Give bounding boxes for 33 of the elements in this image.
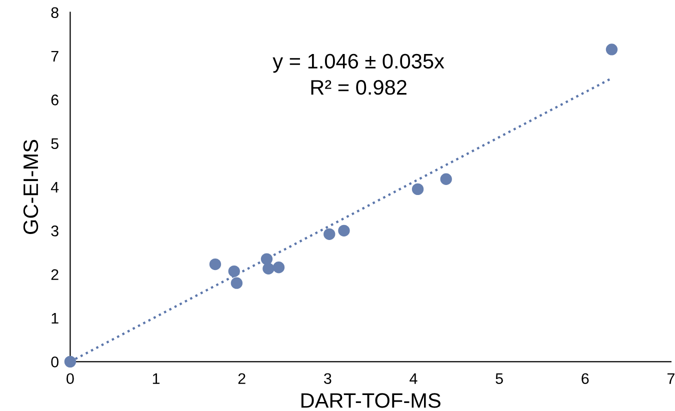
point <box>440 173 452 185</box>
y-tick-label: 6 <box>51 94 58 106</box>
y-tick-label: 5 <box>51 138 58 150</box>
y-tick-label: 0 <box>51 356 58 368</box>
y-tick-label: 1 <box>52 313 58 324</box>
x-tick-label: 3 <box>324 373 332 384</box>
point <box>262 262 274 275</box>
point <box>230 277 243 289</box>
y-tick-label: 3 <box>51 226 58 236</box>
y-tick-label: 4 <box>50 182 59 193</box>
point <box>228 265 240 278</box>
x-tick-label: 0 <box>66 373 74 384</box>
annotation: R² = 0.982 <box>311 80 406 95</box>
x-tick-label: 2 <box>238 373 246 384</box>
x-axis-title: DART-TOF-MS <box>301 393 440 408</box>
y-tick-label: 8 <box>51 7 58 18</box>
y-tick-label: 2 <box>51 269 58 280</box>
point <box>606 44 618 56</box>
x-tick-label: 1 <box>152 373 160 384</box>
point <box>64 356 76 368</box>
y-axis-title: GC-EI-MS <box>23 140 38 234</box>
y-tick-label: 7 <box>51 51 58 62</box>
x-tick-label: 5 <box>496 373 503 384</box>
point <box>272 262 285 274</box>
annotation: y = 1.046 ± 0.035x <box>272 54 444 73</box>
point <box>324 228 336 240</box>
x-tick-label: 6 <box>582 373 589 384</box>
point <box>260 253 273 265</box>
point <box>209 258 222 270</box>
x-tick-label: 4 <box>410 373 418 384</box>
point <box>412 183 424 196</box>
x-tick-label: 7 <box>667 373 674 384</box>
point <box>338 224 350 237</box>
